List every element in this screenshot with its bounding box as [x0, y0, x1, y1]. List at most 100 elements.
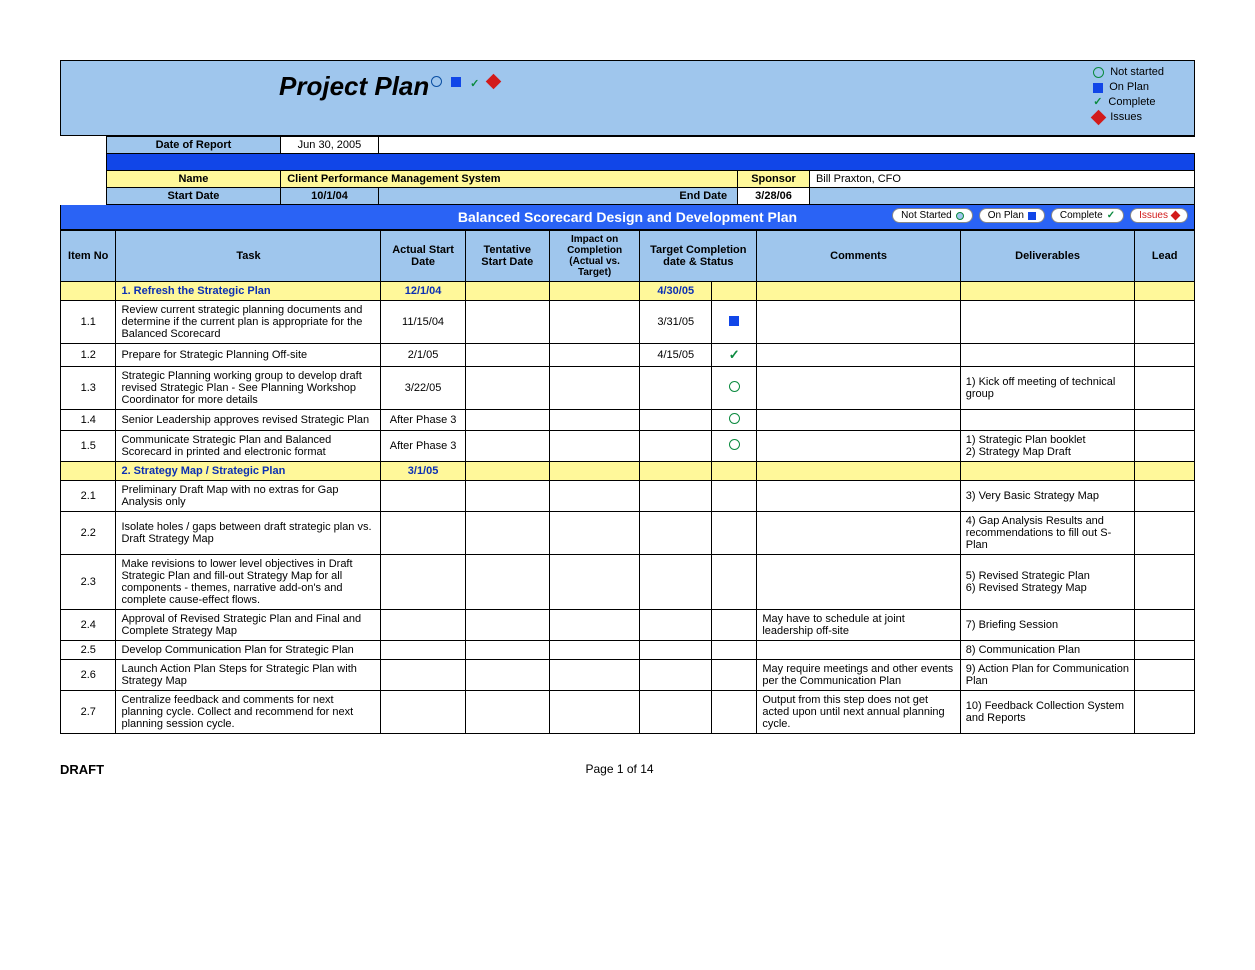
cell-status[interactable] — [712, 691, 757, 734]
cell-status[interactable] — [712, 641, 757, 660]
cell-tentative-start[interactable] — [465, 367, 549, 410]
cell-actual-start[interactable] — [381, 610, 465, 641]
table-row[interactable]: 2.1Preliminary Draft Map with no extras … — [61, 481, 1195, 512]
name-value[interactable]: Client Performance Management System — [281, 171, 738, 188]
end-date-value[interactable]: 3/28/06 — [738, 188, 810, 205]
cell-comments[interactable] — [757, 410, 960, 431]
cell-impact[interactable] — [549, 344, 639, 367]
table-row[interactable]: 1.2Prepare for Strategic Planning Off-si… — [61, 344, 1195, 367]
cell-deliverables[interactable] — [960, 301, 1135, 344]
date-of-report-value[interactable]: Jun 30, 2005 — [281, 137, 379, 154]
cell-deliverables[interactable]: 9) Action Plan for Communication Plan — [960, 660, 1135, 691]
cell-actual-start[interactable] — [381, 512, 465, 555]
table-row[interactable]: 2.6Launch Action Plan Steps for Strategi… — [61, 660, 1195, 691]
cell-deliverables[interactable] — [960, 410, 1135, 431]
start-date-value[interactable]: 10/1/04 — [281, 188, 379, 205]
cell-tentative-start[interactable] — [465, 301, 549, 344]
col-deliverables[interactable]: Deliverables — [960, 231, 1135, 282]
table-row[interactable]: 1.1Review current strategic planning doc… — [61, 301, 1195, 344]
cell-status[interactable] — [712, 410, 757, 431]
cell-target[interactable] — [640, 610, 712, 641]
cell-tentative-start[interactable] — [465, 344, 549, 367]
cell-target[interactable] — [640, 410, 712, 431]
cell-impact[interactable] — [549, 431, 639, 462]
table-row[interactable]: 1.3Strategic Planning working group to d… — [61, 367, 1195, 410]
cell-lead[interactable] — [1135, 512, 1195, 555]
cell-actual-start[interactable]: 2/1/05 — [381, 344, 465, 367]
cell-lead[interactable] — [1135, 641, 1195, 660]
cell-tentative-start[interactable] — [465, 431, 549, 462]
cell-lead[interactable] — [1135, 660, 1195, 691]
cell-impact[interactable] — [549, 555, 639, 610]
cell-tentative-start[interactable] — [465, 660, 549, 691]
cell-deliverables[interactable]: 3) Very Basic Strategy Map — [960, 481, 1135, 512]
filter-onplan[interactable]: On Plan — [979, 208, 1045, 223]
cell-target[interactable] — [640, 481, 712, 512]
cell-status[interactable] — [712, 301, 757, 344]
section-row[interactable]: 1. Refresh the Strategic Plan12/1/044/30… — [61, 282, 1195, 301]
cell-comments[interactable] — [757, 555, 960, 610]
filter-complete[interactable]: Complete✓ — [1051, 208, 1124, 223]
filter-notstarted[interactable]: Not Started — [892, 208, 973, 223]
cell-impact[interactable] — [549, 641, 639, 660]
col-tentative-start[interactable]: Tentative Start Date — [465, 231, 549, 282]
cell-lead[interactable] — [1135, 367, 1195, 410]
cell-target[interactable] — [640, 641, 712, 660]
col-actual-start[interactable]: Actual Start Date — [381, 231, 465, 282]
cell-impact[interactable] — [549, 691, 639, 734]
cell-target[interactable] — [640, 512, 712, 555]
filter-issues[interactable]: Issues — [1130, 208, 1188, 223]
cell-comments[interactable] — [757, 641, 960, 660]
cell-status[interactable] — [712, 431, 757, 462]
cell-tentative-start[interactable] — [465, 555, 549, 610]
cell-deliverables[interactable]: 1) Strategic Plan booklet2) Strategy Map… — [960, 431, 1135, 462]
cell-impact[interactable] — [549, 301, 639, 344]
cell-impact[interactable] — [549, 660, 639, 691]
cell-tentative-start[interactable] — [465, 610, 549, 641]
cell-lead[interactable] — [1135, 301, 1195, 344]
cell-impact[interactable] — [549, 410, 639, 431]
col-impact[interactable]: Impact on Completion (Actual vs. Target) — [549, 231, 639, 282]
cell-deliverables[interactable]: 7) Briefing Session — [960, 610, 1135, 641]
cell-actual-start[interactable] — [381, 641, 465, 660]
col-task[interactable]: Task — [116, 231, 381, 282]
cell-comments[interactable] — [757, 367, 960, 410]
table-row[interactable]: 1.5Communicate Strategic Plan and Balanc… — [61, 431, 1195, 462]
cell-actual-start[interactable]: 11/15/04 — [381, 301, 465, 344]
cell-comments[interactable]: May have to schedule at joint leadership… — [757, 610, 960, 641]
sponsor-value[interactable]: Bill Praxton, CFO — [809, 171, 1194, 188]
col-itemno[interactable]: Item No — [61, 231, 116, 282]
cell-status[interactable]: ✓ — [712, 344, 757, 367]
cell-lead[interactable] — [1135, 344, 1195, 367]
cell-impact[interactable] — [549, 367, 639, 410]
cell-actual-start[interactable] — [381, 555, 465, 610]
cell-lead[interactable] — [1135, 431, 1195, 462]
cell-status[interactable] — [712, 555, 757, 610]
table-row[interactable]: 2.5Develop Communication Plan for Strate… — [61, 641, 1195, 660]
cell-tentative-start[interactable] — [465, 410, 549, 431]
cell-lead[interactable] — [1135, 481, 1195, 512]
cell-actual-start[interactable]: 3/22/05 — [381, 367, 465, 410]
cell-lead[interactable] — [1135, 555, 1195, 610]
cell-impact[interactable] — [549, 512, 639, 555]
cell-status[interactable] — [712, 481, 757, 512]
cell-deliverables[interactable] — [960, 344, 1135, 367]
cell-deliverables[interactable]: 1) Kick off meeting of technical group — [960, 367, 1135, 410]
cell-lead[interactable] — [1135, 410, 1195, 431]
cell-tentative-start[interactable] — [465, 481, 549, 512]
table-row[interactable]: 2.7Centralize feedback and comments for … — [61, 691, 1195, 734]
cell-tentative-start[interactable] — [465, 691, 549, 734]
col-comments[interactable]: Comments — [757, 231, 960, 282]
cell-comments[interactable] — [757, 512, 960, 555]
cell-impact[interactable] — [549, 481, 639, 512]
cell-status[interactable] — [712, 367, 757, 410]
cell-tentative-start[interactable] — [465, 641, 549, 660]
cell-comments[interactable] — [757, 431, 960, 462]
cell-comments[interactable]: May require meetings and other events pe… — [757, 660, 960, 691]
cell-target[interactable] — [640, 431, 712, 462]
cell-actual-start[interactable] — [381, 691, 465, 734]
cell-actual-start[interactable]: After Phase 3 — [381, 410, 465, 431]
col-target-date[interactable]: Target Completion date & Status — [640, 231, 757, 282]
cell-lead[interactable] — [1135, 691, 1195, 734]
cell-target[interactable]: 3/31/05 — [640, 301, 712, 344]
